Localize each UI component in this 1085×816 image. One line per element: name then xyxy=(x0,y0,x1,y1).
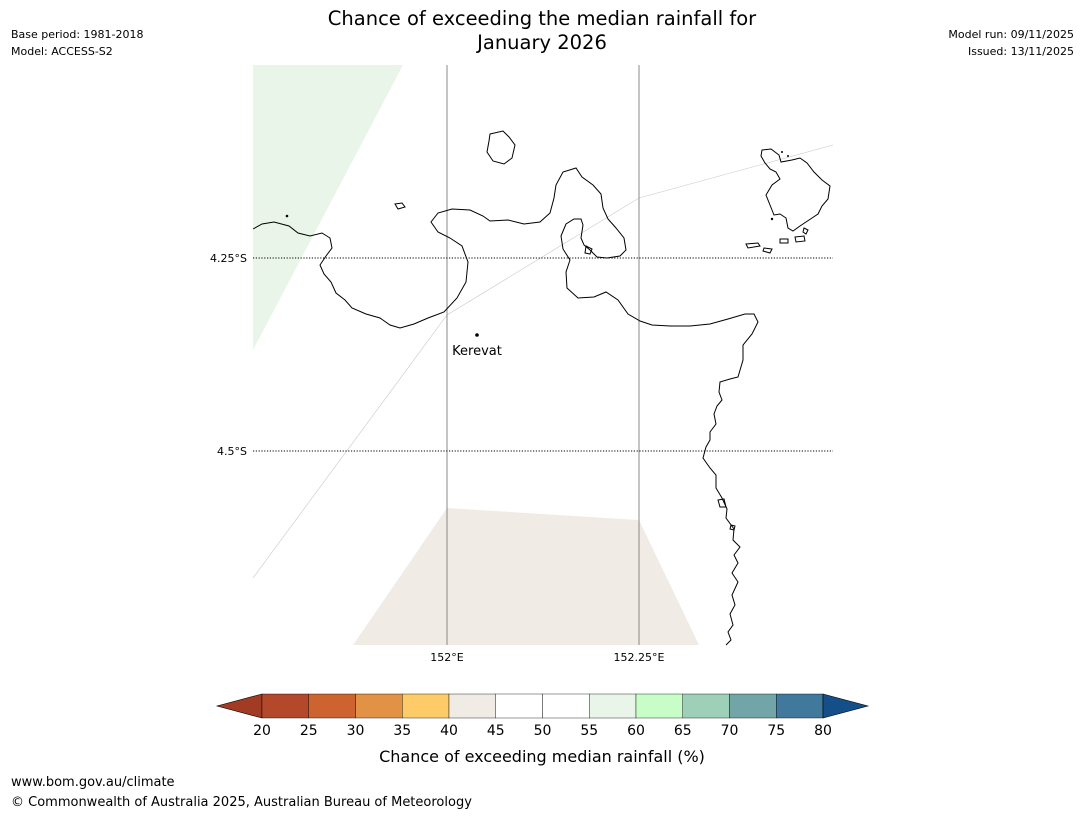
colorbar-segment xyxy=(495,693,543,719)
colorbar-tick-label: 35 xyxy=(393,723,411,739)
model-name-text: Model: ACCESS-S2 xyxy=(11,45,113,58)
model-run-text: Model run: 09/11/2025 xyxy=(948,28,1074,41)
latitude-label: 4.5°S xyxy=(217,445,247,458)
colorbar-tick-label: 75 xyxy=(767,723,785,739)
graticule xyxy=(253,65,833,645)
colorbar-tick-label: 40 xyxy=(440,723,458,739)
colorbar-segment xyxy=(542,693,590,719)
islet-dot xyxy=(781,151,783,153)
colorbar-tick-label: 25 xyxy=(300,723,318,739)
model-grid-lines xyxy=(252,144,834,579)
latitude-label: 4.25°S xyxy=(210,252,247,265)
footer-copyright: © Commonwealth of Australia 2025, Austra… xyxy=(11,795,472,810)
islet-dot xyxy=(770,217,774,221)
probability-region-55-60 xyxy=(253,65,403,350)
map-title-line2: January 2026 xyxy=(477,31,607,54)
colorbar-segment xyxy=(776,693,824,719)
place-marker-kerevat[interactable] xyxy=(475,333,479,337)
base-period-text: Base period: 1981-2018 xyxy=(11,28,144,41)
colorbar-segment xyxy=(589,693,637,719)
colorbar-segment xyxy=(682,693,730,719)
colorbar-tick-label: 55 xyxy=(580,723,598,739)
colorbar-tick-label: 50 xyxy=(534,723,552,739)
colorbar-segment xyxy=(308,693,356,719)
coastline xyxy=(252,130,831,646)
colorbar-tick-label: 70 xyxy=(721,723,739,739)
colorbar-segment xyxy=(402,693,450,719)
colorbar-segment xyxy=(448,693,496,719)
colorbar-tick-label: 20 xyxy=(253,723,271,739)
map-title: Chance of exceeding the median rainfall … xyxy=(242,7,842,55)
issued-date-text: Issued: 13/11/2025 xyxy=(967,45,1074,58)
place-label-kerevat: Kerevat xyxy=(452,344,502,359)
colorbar-segment xyxy=(355,693,403,719)
longitude-label: 152°E xyxy=(430,651,463,664)
colorbar-segment xyxy=(261,693,309,719)
islet-dot xyxy=(787,155,789,157)
colorbar-segment xyxy=(635,693,683,719)
map-title-line1: Chance of exceeding the median rainfall … xyxy=(327,7,757,30)
colorbar-tick-label: 80 xyxy=(814,723,832,739)
colorbar: 20 25 30 35 40 45 50 55 60 65 70 75 80 xyxy=(215,693,870,739)
footer-url[interactable]: www.bom.gov.au/climate xyxy=(11,775,175,790)
colorbar-tick-label: 65 xyxy=(674,723,692,739)
colorbar-tick-label: 60 xyxy=(627,723,645,739)
colorbar-title: Chance of exceeding median rainfall (%) xyxy=(379,747,705,766)
colorbar-tick-label: 30 xyxy=(347,723,365,739)
colorbar-extension-high xyxy=(822,693,870,719)
longitude-label: 152.25°E xyxy=(614,651,665,664)
probability-region-40-45 xyxy=(353,508,699,645)
colorbar-extension-low xyxy=(215,693,263,719)
islet-dot xyxy=(285,214,289,218)
colorbar-tick-label: 45 xyxy=(487,723,505,739)
colorbar-segment xyxy=(729,693,777,719)
